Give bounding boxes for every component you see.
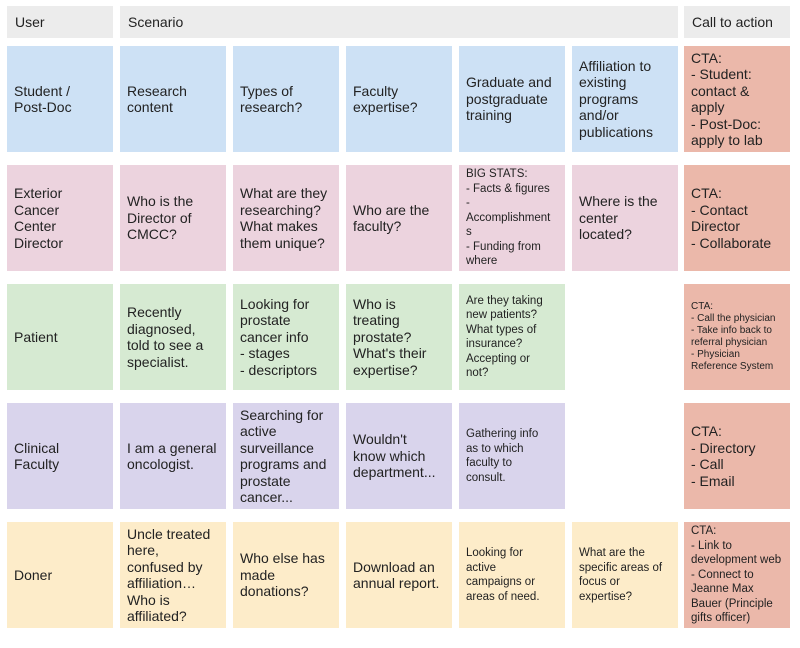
- scenario-cell: Who is treating prostate? What's their e…: [346, 284, 452, 390]
- scenario-cell: Graduate and postgraduate training: [459, 46, 565, 152]
- scenario-cell: Affiliation to existing programs and/or …: [572, 46, 678, 152]
- user-student-postdoc: Student / Post-Doc: [7, 46, 113, 152]
- scenario-cell: Who is the Director of CMCC?: [120, 165, 226, 271]
- header-call-to-action: Call to action: [684, 6, 790, 38]
- user-doner: Doner: [7, 522, 113, 628]
- header-scenario: Scenario: [120, 6, 678, 38]
- scenario-cell: Recently diagnosed, told to see a specia…: [120, 284, 226, 390]
- scenario-cell: Looking for active campaigns or areas of…: [459, 522, 565, 628]
- scenario-cell: Types of research?: [233, 46, 339, 152]
- header-user: User: [7, 6, 113, 38]
- scenario-cell: Where is the center located?: [572, 165, 678, 271]
- scenario-cell: Download an annual report.: [346, 522, 452, 628]
- scenario-cell: Are they taking new patients? What types…: [459, 284, 565, 390]
- scenario-cell: Who are the faculty?: [346, 165, 452, 271]
- scenario-cell: Gathering info as to which faculty to co…: [459, 403, 565, 509]
- user-clinical-faculty: Clinical Faculty: [7, 403, 113, 509]
- user-exterior-director: Exterior Cancer Center Director: [7, 165, 113, 271]
- scenario-cell: Looking for prostate cancer info - stage…: [233, 284, 339, 390]
- scenario-cell: Searching for active surveillance progra…: [233, 403, 339, 509]
- cta-cell: CTA: - Link to development web - Connect…: [684, 522, 790, 628]
- scenario-cell: Faculty expertise?: [346, 46, 452, 152]
- user-patient: Patient: [7, 284, 113, 390]
- scenario-cell: Who else has made donations?: [233, 522, 339, 628]
- cta-cell: CTA: - Directory - Call - Email: [684, 403, 790, 509]
- scenario-cell: BIG STATS: - Facts & figures - Accomplis…: [459, 165, 565, 271]
- scenario-cell: Wouldn't know which department...: [346, 403, 452, 509]
- scenario-cell: Uncle treated here, confused by affiliat…: [120, 522, 226, 628]
- cta-cell: CTA: - Contact Director - Collaborate: [684, 165, 790, 271]
- scenario-cell: What are the specific areas of focus or …: [572, 522, 678, 628]
- scenario-cell: Research content: [120, 46, 226, 152]
- scenario-cell: What are they researching? What makes th…: [233, 165, 339, 271]
- cta-cell: CTA: - Call the physician - Take info ba…: [684, 284, 790, 390]
- cta-cell: CTA: - Student: contact & apply - Post-D…: [684, 46, 790, 152]
- scenario-cell: I am a general oncologist.: [120, 403, 226, 509]
